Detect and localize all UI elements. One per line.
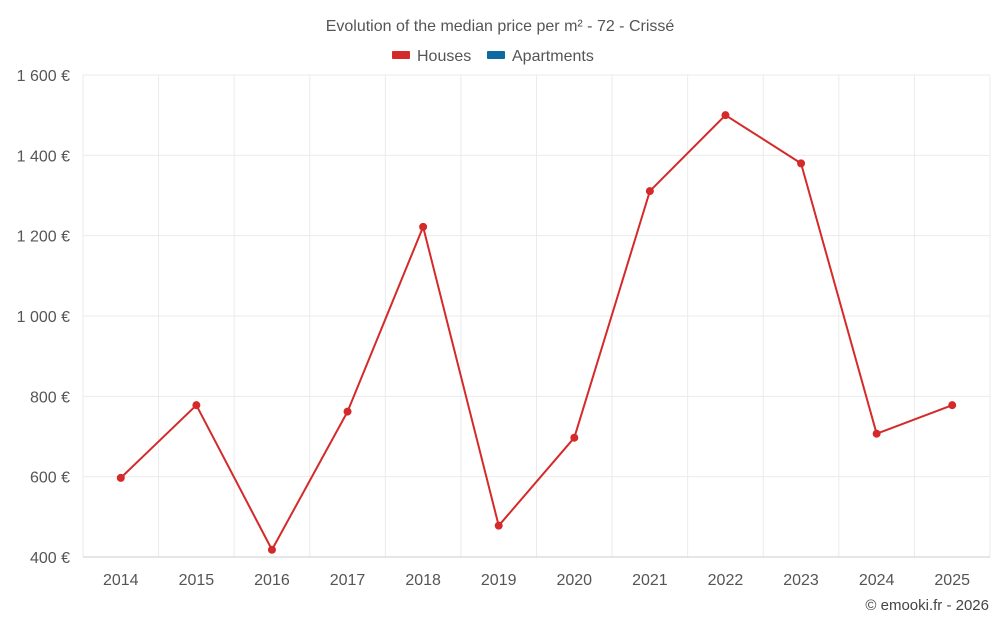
legend-item-apartments[interactable]: Apartments <box>487 48 594 65</box>
series-houses <box>116 111 957 554</box>
x-tick-label: 2014 <box>103 572 139 589</box>
x-tick-label: 2024 <box>859 572 895 589</box>
x-tick-label: 2015 <box>179 572 215 589</box>
x-tick-label: 2022 <box>708 572 744 589</box>
houses-point-2016[interactable] <box>267 545 276 554</box>
y-axis-ticks: 400 € 600 € 800 € 1 000 € 1 200 € 1 400 € 1 60… <box>17 68 70 567</box>
legend: Houses Apartments <box>392 48 594 65</box>
houses-point-2025[interactable] <box>948 401 957 410</box>
x-tick-label: 2019 <box>481 572 517 589</box>
y-tick-label: 600 € <box>30 470 70 487</box>
houses-point-2019[interactable] <box>494 521 503 530</box>
houses-point-2024[interactable] <box>872 429 881 438</box>
houses-point-2021[interactable] <box>645 187 654 196</box>
chart-credit: © emooki.fr - 2026 <box>865 597 989 614</box>
x-tick-label: 2020 <box>556 572 592 589</box>
houses-point-2022[interactable] <box>721 111 730 120</box>
grid <box>82 74 991 558</box>
legend-item-houses[interactable]: Houses <box>392 48 471 65</box>
y-tick-label: 800 € <box>30 389 70 406</box>
houses-point-2023[interactable] <box>797 159 806 168</box>
legend-label-houses: Houses <box>417 48 471 65</box>
legend-swatch-apartments <box>487 51 505 59</box>
houses-point-2014[interactable] <box>116 473 125 482</box>
houses-line <box>120 114 953 551</box>
y-tick-label: 1 000 € <box>17 309 70 326</box>
legend-swatch-houses <box>392 51 410 59</box>
x-tick-label: 2017 <box>330 572 366 589</box>
x-tick-label: 2021 <box>632 572 668 589</box>
y-tick-label: 400 € <box>30 550 70 567</box>
legend-label-apartments: Apartments <box>512 48 594 65</box>
x-tick-label: 2016 <box>254 572 290 589</box>
x-tick-label: 2025 <box>934 572 970 589</box>
y-tick-label: 1 600 € <box>17 68 70 85</box>
x-tick-label: 2023 <box>783 572 819 589</box>
y-tick-label: 1 200 € <box>17 229 70 246</box>
x-axis-ticks: 2014 2015 2016 2017 2018 2019 2020 2021 2022 2023… <box>103 572 970 589</box>
chart-title: Evolution of the median price per m² - 7… <box>326 18 675 35</box>
houses-point-2015[interactable] <box>192 401 201 410</box>
houses-point-2018[interactable] <box>419 222 428 231</box>
y-tick-label: 1 400 € <box>17 148 70 165</box>
houses-point-2017[interactable] <box>343 407 352 416</box>
houses-point-2020[interactable] <box>570 433 579 442</box>
x-tick-label: 2018 <box>405 572 441 589</box>
